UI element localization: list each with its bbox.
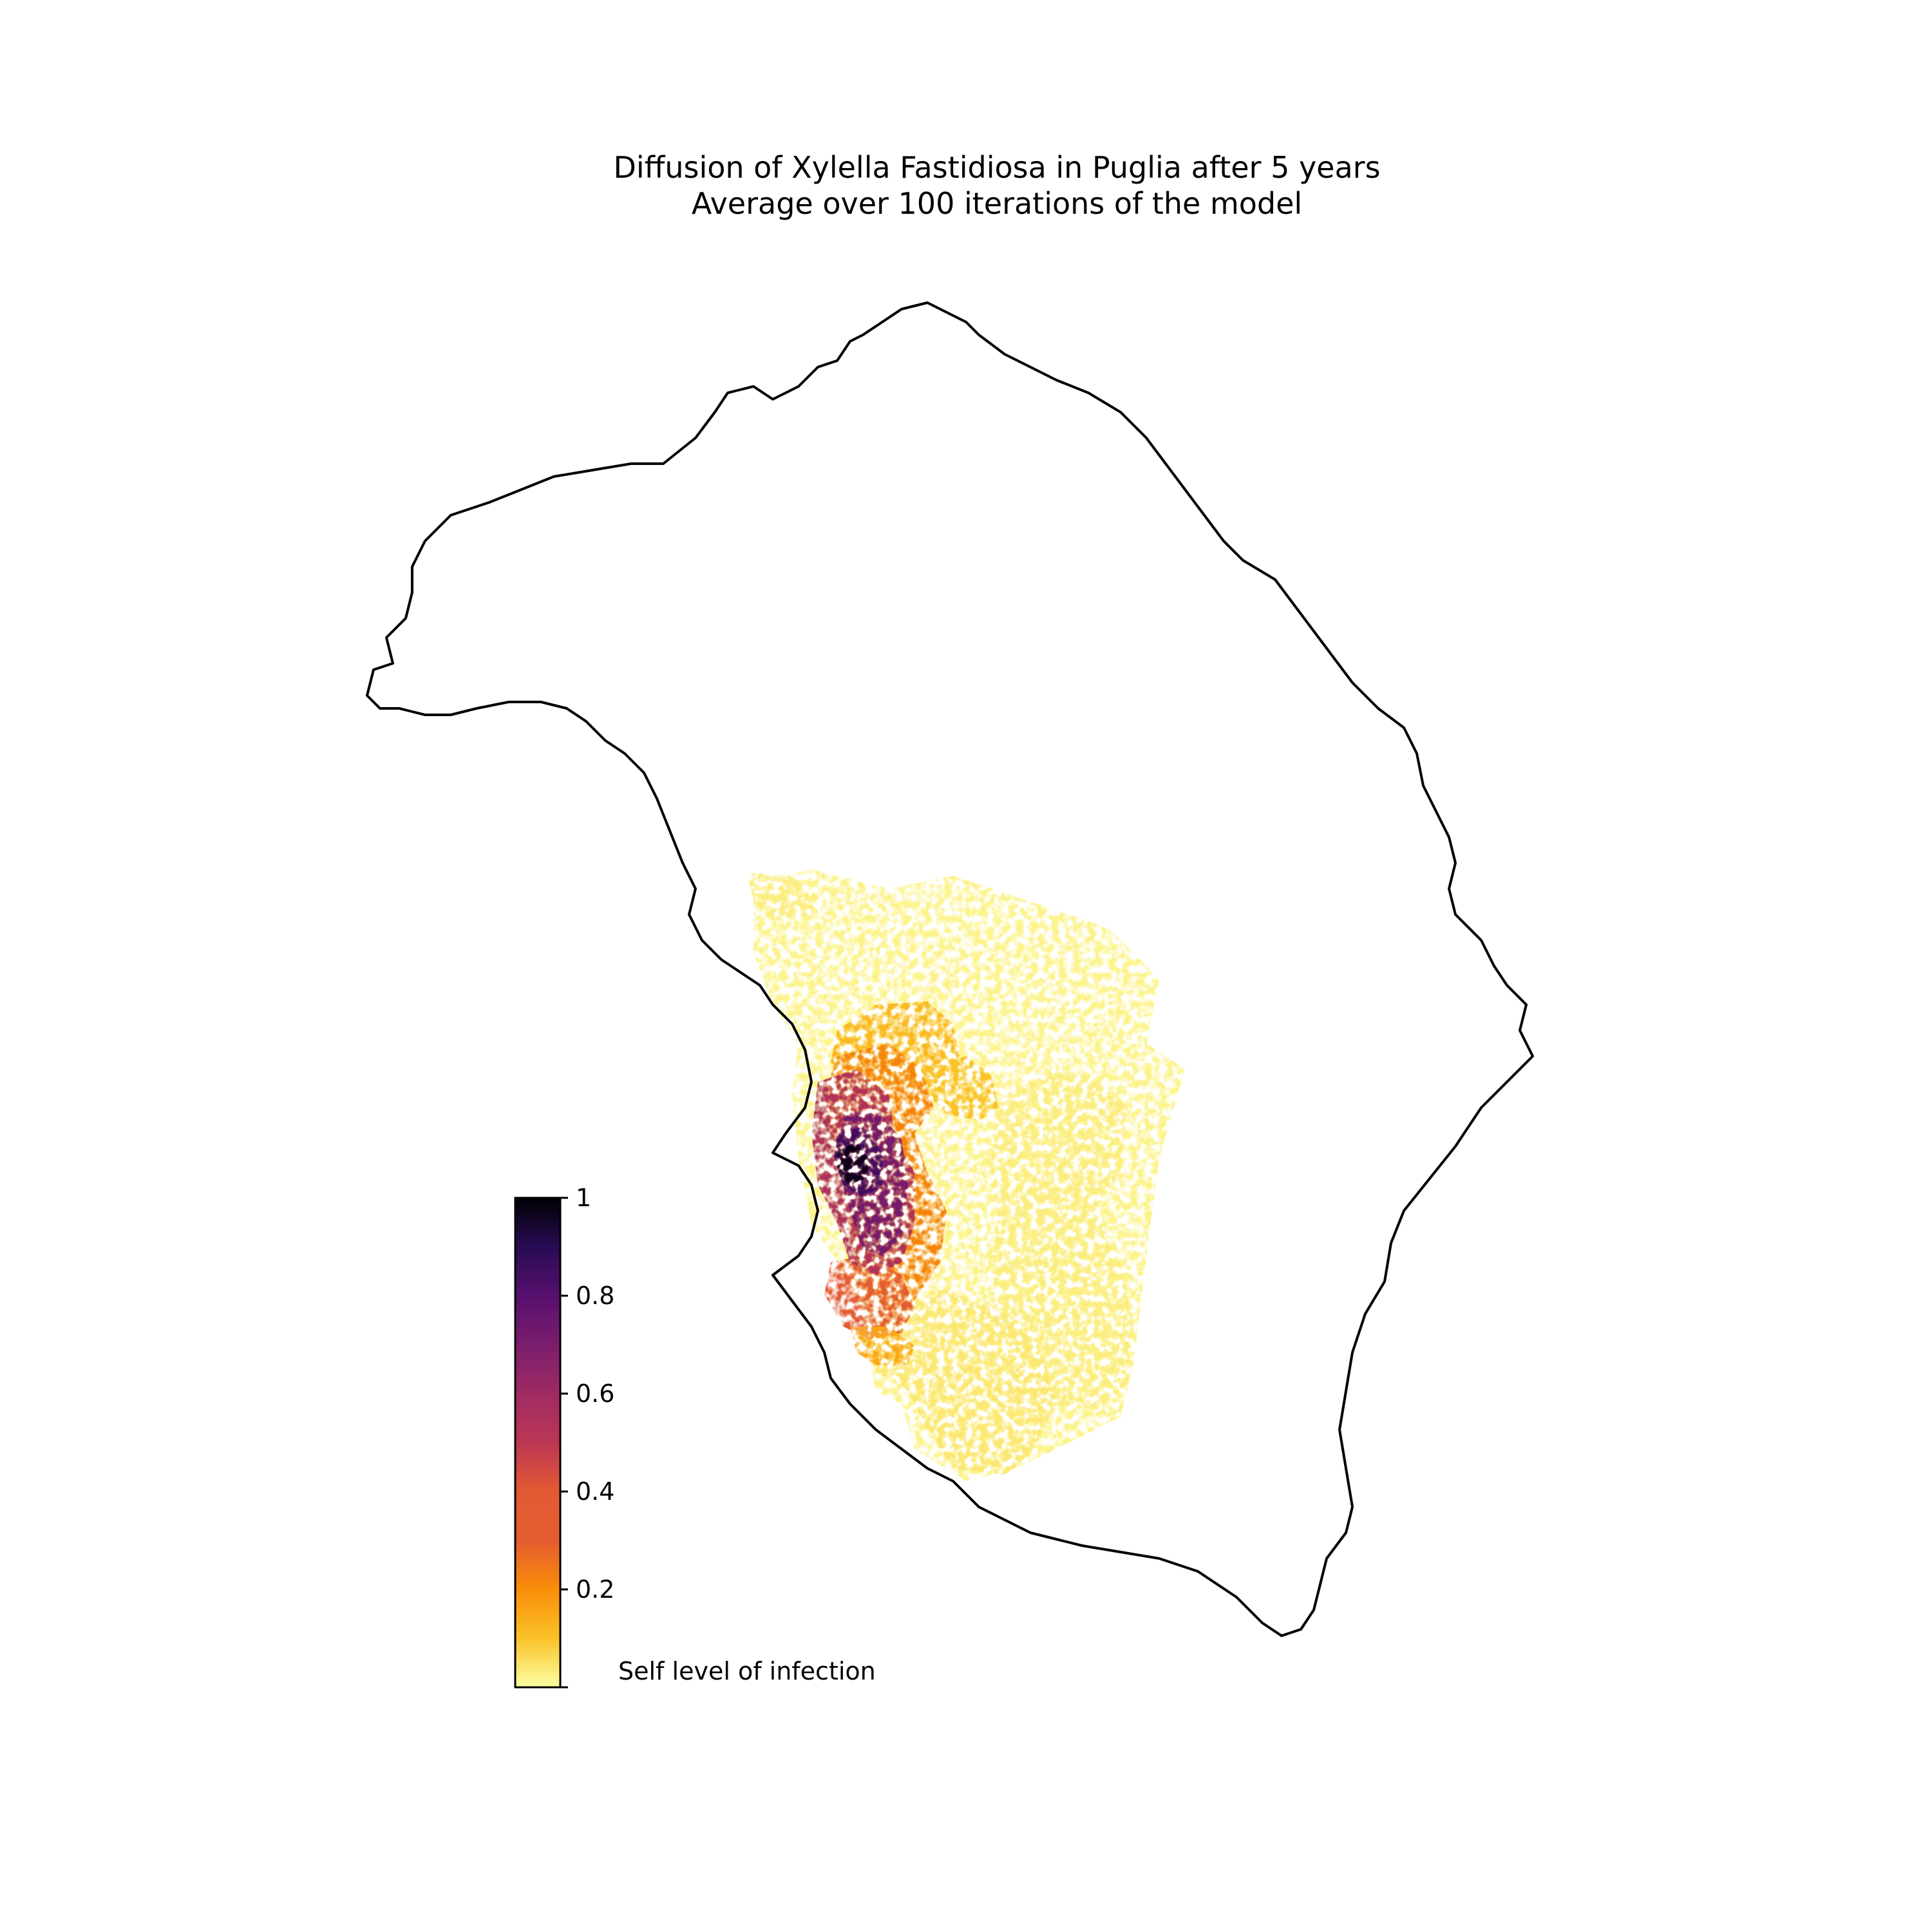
- title-line-1: Diffusion of Xylella Fastidiosa in Pugli…: [613, 150, 1381, 185]
- black-core: [837, 1143, 869, 1186]
- colorbar-tick-label: 1: [576, 1184, 591, 1212]
- colorbar: 1 0.8 0.6 0.4 0.2 Self level of infection: [514, 1184, 876, 1689]
- colorbar-tick-label: 0.2: [576, 1575, 614, 1604]
- colorbar-tick-label: 0.4: [576, 1477, 614, 1506]
- colorbar-tick-label: 0.6: [576, 1379, 614, 1408]
- infection-zones: [747, 869, 1185, 1481]
- southwest-orange-red: [824, 1256, 914, 1340]
- colorbar-gradient: [514, 1197, 562, 1689]
- colorbar-tick-label: 0.8: [576, 1282, 614, 1310]
- central-gold-area: [927, 1056, 998, 1121]
- colorbar-caption: Self level of infection: [618, 1657, 876, 1685]
- south-yellow-field: [863, 1288, 1056, 1475]
- northwest-yellow-patch: [747, 873, 818, 921]
- puglia-outline: [366, 301, 1534, 1637]
- colorbar-ticks: 1 0.8 0.6 0.4 0.2: [560, 1184, 614, 1689]
- southwest-gold-strip: [850, 1327, 914, 1365]
- east-yellow-field: [985, 1069, 1133, 1410]
- figure-title: Diffusion of Xylella Fastidiosa in Pugli…: [0, 149, 1932, 222]
- title-line-2: Average over 100 iterations of the model: [691, 186, 1303, 221]
